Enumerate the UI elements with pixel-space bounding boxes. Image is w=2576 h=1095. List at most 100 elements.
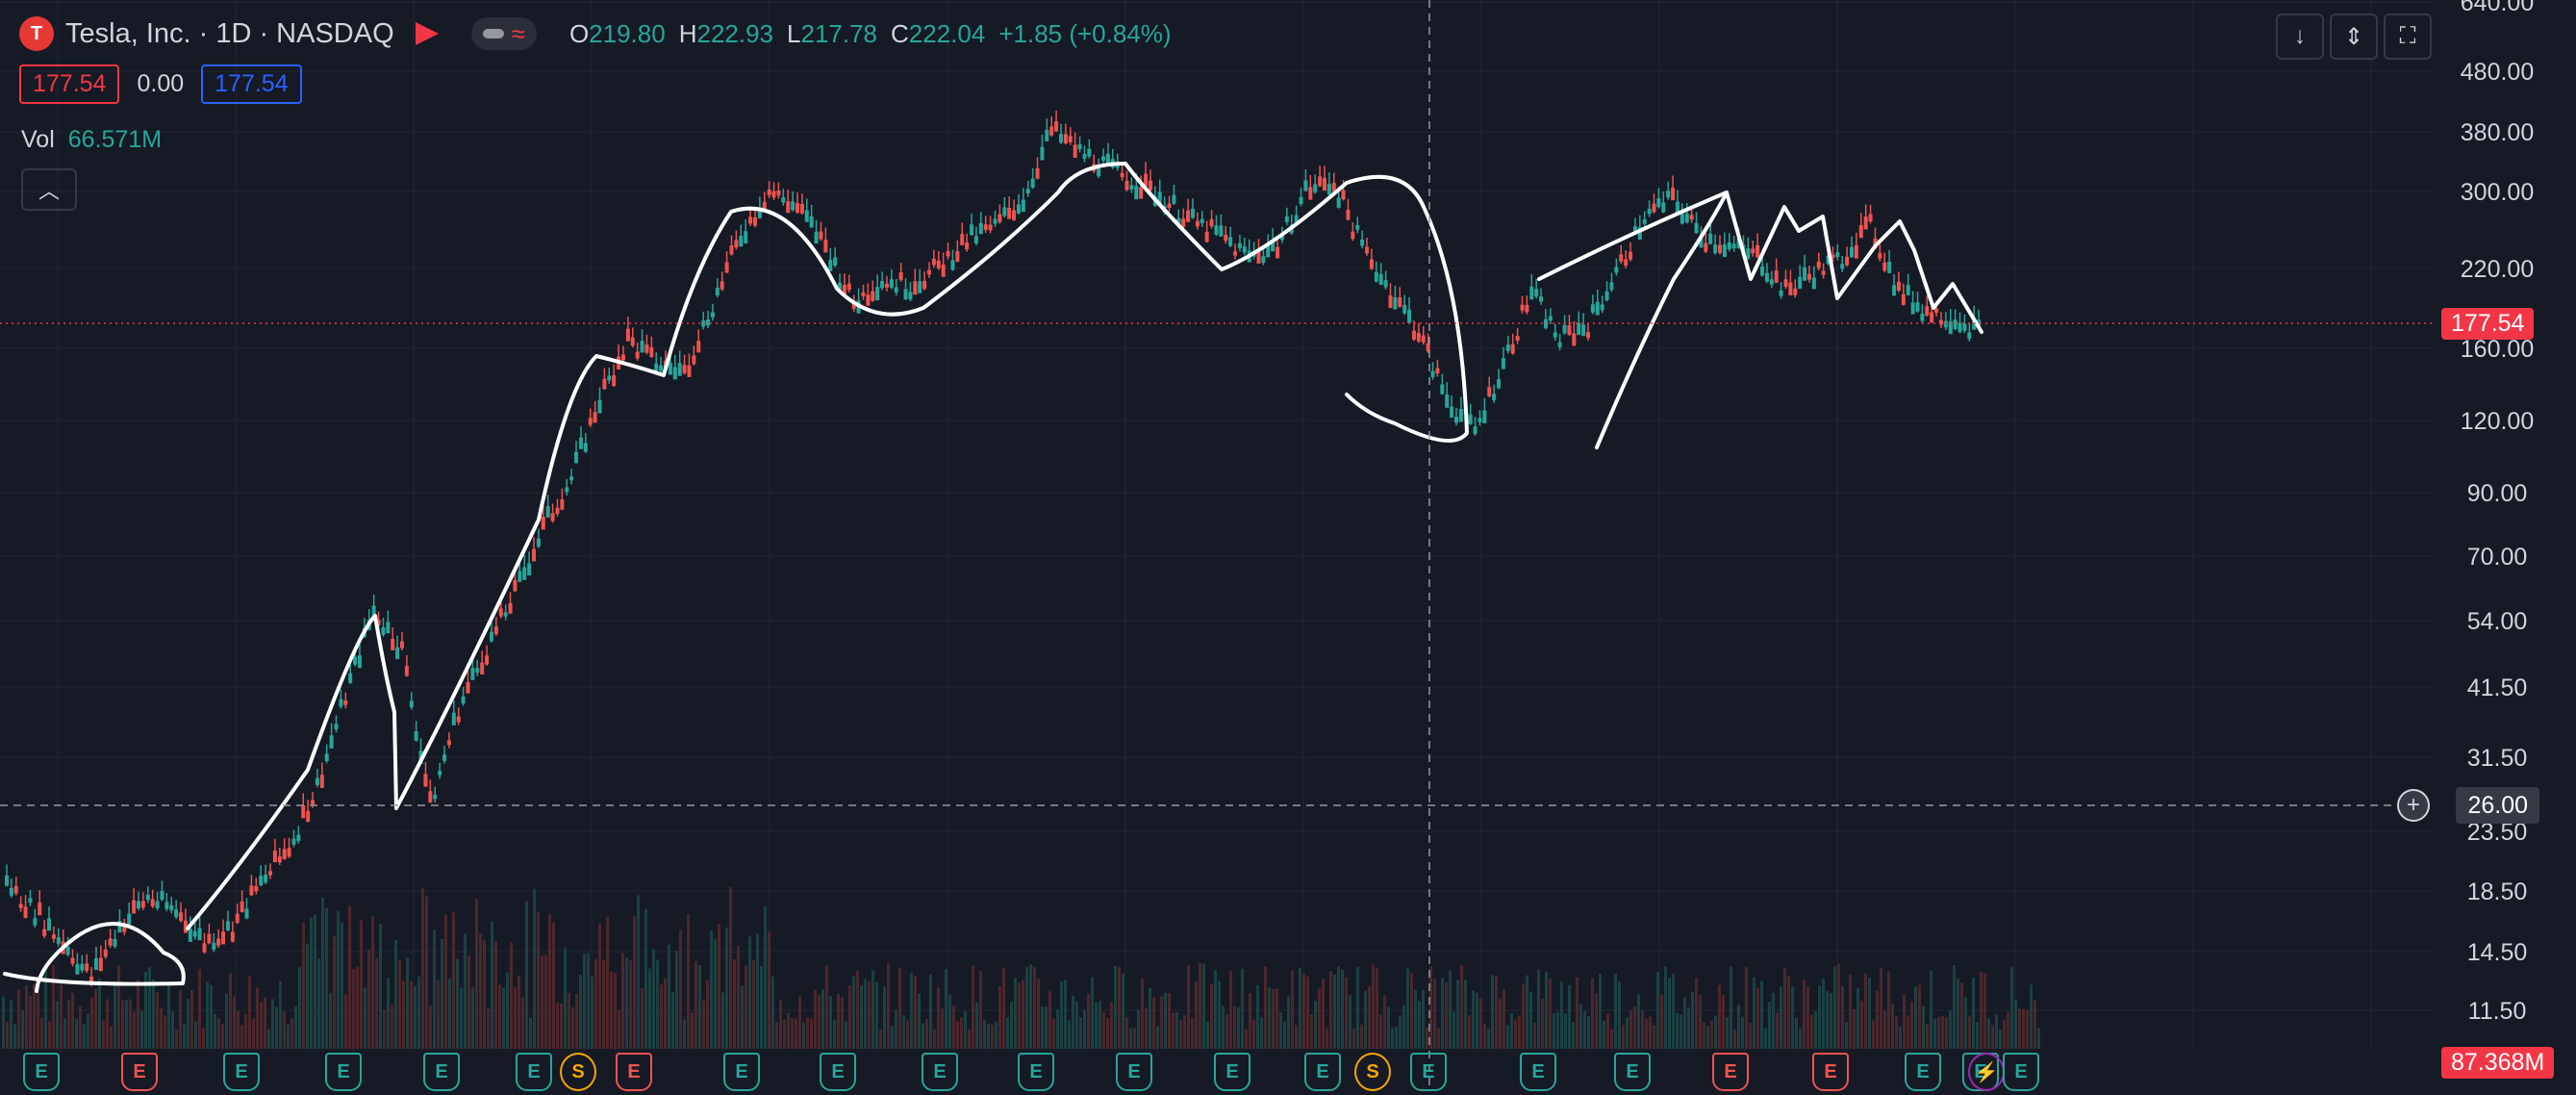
candle	[1219, 225, 1224, 237]
earnings-marker[interactable]: E	[2003, 1053, 2039, 1091]
earnings-marker[interactable]: E	[423, 1053, 460, 1091]
volume-bar	[779, 1000, 782, 1049]
volume-bar	[848, 985, 851, 1049]
volume-bar	[2003, 1019, 2006, 1049]
collapse-panes-button[interactable]: ⇕	[2330, 13, 2378, 60]
volume-bar	[1714, 1015, 1717, 1049]
symbol-title[interactable]: Tesla, Inc. · 1D · NASDAQ	[65, 17, 394, 49]
earnings-marker[interactable]: E	[1905, 1053, 1941, 1091]
volume-bar	[391, 1005, 393, 1049]
volume-bar	[864, 979, 867, 1049]
earnings-marker[interactable]: E	[23, 1053, 60, 1091]
event-marker[interactable]: ⚡	[1968, 1053, 2005, 1091]
candle	[1204, 231, 1209, 242]
candle	[1157, 191, 1162, 205]
earnings-marker[interactable]: E	[1712, 1053, 1749, 1091]
candle	[1450, 406, 1454, 418]
volume-bar	[714, 939, 717, 1049]
candle	[296, 834, 301, 841]
candle	[1279, 235, 1284, 241]
candle	[1774, 270, 1779, 283]
wave-icon: ≈	[511, 19, 525, 48]
earnings-marker[interactable]: E	[1520, 1053, 1556, 1091]
earnings-marker[interactable]: E	[121, 1053, 158, 1091]
volume-bar	[952, 1006, 955, 1049]
candle	[1666, 191, 1671, 198]
candle	[1040, 146, 1045, 161]
candle	[395, 647, 400, 659]
volume-bar	[6, 1021, 9, 1049]
volume-bar	[756, 933, 759, 1049]
candle	[197, 928, 202, 941]
candle	[998, 214, 1002, 222]
download-button[interactable]: ↓	[2276, 13, 2324, 60]
volume-label: Vol	[21, 126, 55, 153]
volume-bar	[1275, 988, 1278, 1049]
earnings-marker[interactable]: E	[223, 1053, 260, 1091]
volume-bar	[252, 1018, 255, 1049]
candle	[739, 236, 744, 247]
sell-price-box[interactable]: 177.54	[19, 64, 120, 104]
add-alert-plus-icon[interactable]: +	[2397, 789, 2430, 822]
earnings-marker[interactable]: E	[820, 1053, 856, 1091]
buy-price-box[interactable]: 177.54	[201, 64, 302, 104]
earnings-marker[interactable]: E	[325, 1053, 362, 1091]
last-price-badge: 177.54	[2441, 308, 2535, 340]
earnings-marker[interactable]: E	[616, 1053, 652, 1091]
earnings-marker[interactable]: E	[723, 1053, 760, 1091]
volume-bar	[637, 895, 640, 1049]
candle	[1191, 208, 1195, 218]
volume-bar	[1306, 976, 1309, 1049]
candle	[1411, 330, 1416, 340]
candle	[1962, 323, 1967, 331]
candle	[908, 292, 913, 300]
candle	[169, 904, 174, 910]
volume-bar	[87, 1013, 89, 1049]
earnings-marker[interactable]: E	[922, 1053, 958, 1091]
earnings-marker[interactable]: E	[1614, 1053, 1651, 1091]
volume-bar	[575, 993, 578, 1049]
candle	[993, 218, 998, 224]
earnings-marker[interactable]: E	[516, 1053, 552, 1091]
earnings-marker[interactable]: E	[1812, 1053, 1849, 1091]
collapse-legend-button[interactable]: ︿	[21, 168, 77, 211]
volume-bar	[991, 1025, 994, 1049]
candle	[1393, 297, 1398, 310]
volume-bar	[221, 1024, 224, 1049]
volume-bar	[925, 1018, 928, 1049]
candle	[1482, 410, 1487, 423]
candle	[70, 957, 75, 964]
fullscreen-button[interactable]: ⛶	[2384, 13, 2432, 60]
earnings-marker[interactable]: E	[1410, 1053, 1447, 1091]
candle	[983, 224, 988, 230]
candle	[508, 602, 513, 614]
split-marker[interactable]: S	[560, 1053, 596, 1091]
volume-bar	[606, 917, 609, 1049]
volume-bar	[1626, 1017, 1629, 1049]
candle	[1430, 370, 1435, 377]
candle	[1063, 134, 1068, 143]
flag-icon[interactable]	[415, 22, 439, 45]
earnings-marker[interactable]: E	[1304, 1053, 1341, 1091]
candle	[1948, 320, 1953, 335]
volume-bar	[571, 1006, 574, 1049]
candle	[5, 875, 9, 886]
candle	[1021, 199, 1025, 213]
volume-bar	[1102, 1012, 1105, 1049]
volume-bar	[1818, 985, 1821, 1049]
volume-bar	[348, 905, 351, 1049]
split-marker[interactable]: S	[1354, 1053, 1391, 1091]
volume-bar	[502, 987, 505, 1049]
volume-bar	[1410, 972, 1413, 1049]
volume-bar	[829, 995, 832, 1049]
candle	[1035, 167, 1040, 179]
earnings-marker[interactable]: E	[1116, 1053, 1152, 1091]
volume-bar	[1591, 978, 1594, 1049]
drawing-stroke	[1124, 162, 1469, 443]
volume-bar	[321, 897, 324, 1049]
visibility-toggle[interactable]: ≈	[470, 17, 537, 50]
volume-bar	[371, 916, 374, 1049]
earnings-marker[interactable]: E	[1214, 1053, 1250, 1091]
earnings-marker[interactable]: E	[1018, 1053, 1054, 1091]
